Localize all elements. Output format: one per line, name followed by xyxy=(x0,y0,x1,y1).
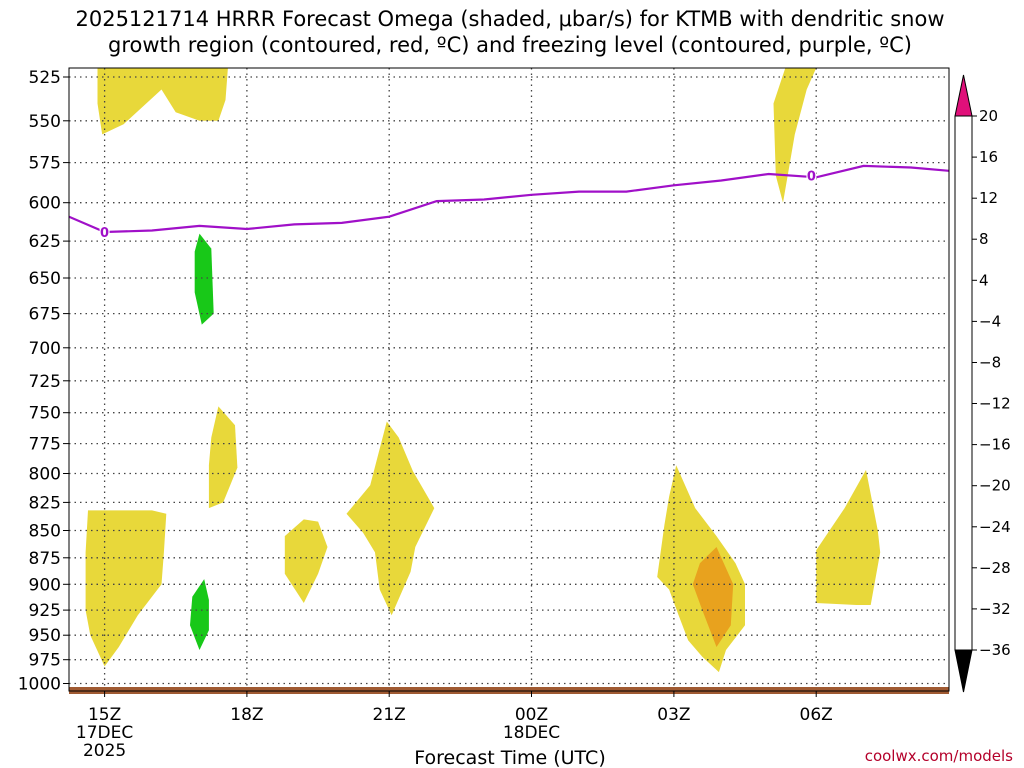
colorbar: 20 16 12 8 4 −4 −8 −12 −16 −20 −24 −28 −32 −36 xyxy=(954,74,1011,693)
omega-region-1 xyxy=(97,68,228,135)
x-tick-label-03Z: 03Z xyxy=(657,705,690,725)
omega-region-5 xyxy=(284,519,328,603)
y-tick-label-700: 700 xyxy=(29,339,61,359)
y-tick-label-825: 825 xyxy=(29,493,61,513)
colorbar-label-2: 16 xyxy=(979,148,998,166)
colorbar-label-5: 4 xyxy=(979,271,989,289)
chart-title-line-2: growth region (contoured, red, ºC) and f… xyxy=(108,33,912,57)
colorbar-label-4: 8 xyxy=(979,230,989,248)
y-tick-label-750: 750 xyxy=(29,404,61,424)
y-tick-label-800: 800 xyxy=(29,465,61,485)
freezing-label-2: 0 xyxy=(807,170,816,185)
y-tick-label-650: 650 xyxy=(29,269,61,289)
gridlines xyxy=(69,68,949,691)
credit-text: coolwx.com/models xyxy=(865,747,1013,765)
freezing-level-line xyxy=(69,164,949,234)
x-tick-label-06Z: 06Z xyxy=(800,705,833,725)
colorbar-label-6: −4 xyxy=(979,312,1001,330)
y-tick-label-775: 775 xyxy=(29,435,61,455)
colorbar-label-9: −16 xyxy=(979,436,1011,454)
omega-region-10 xyxy=(194,233,214,325)
y-tick-label-850: 850 xyxy=(29,522,61,542)
freezing-label-bg-2 xyxy=(806,168,817,183)
x-axis-label: Forecast Time (UTC) xyxy=(414,747,605,768)
x-tick-sublabel-00Z-1: 18DEC xyxy=(503,723,560,743)
y-tick-label-625: 625 xyxy=(29,232,61,252)
y-axis: 525 550 575 600 625 650 675 700 725 750 775 800 825 8… xyxy=(18,68,69,695)
colorbar-label-12: −28 xyxy=(979,559,1011,577)
freezing-label-1: 0 xyxy=(100,226,109,241)
y-tick-label-925: 925 xyxy=(29,601,61,621)
omega-region-8 xyxy=(816,469,881,605)
colorbar-label-10: −20 xyxy=(979,477,1011,495)
omega-region-9 xyxy=(692,547,734,647)
y-tick-label-950: 950 xyxy=(29,626,61,646)
y-tick-label-575: 575 xyxy=(29,154,61,174)
colorbar-label-11: −24 xyxy=(979,518,1011,536)
y-tick-label-600: 600 xyxy=(29,194,61,214)
x-tick-label-15Z: 15Z xyxy=(88,705,121,725)
x-tick-sublabel-15Z-1: 17DEC xyxy=(76,723,133,743)
x-tick-sublabel-15Z-2: 2025 xyxy=(83,741,126,761)
y-tick-label-550: 550 xyxy=(29,112,61,132)
colorbar-label-7: −8 xyxy=(979,354,1001,372)
colorbar-bottom-arrow xyxy=(954,649,973,693)
colorbar-label-1: 20 xyxy=(979,107,998,125)
plot-frame xyxy=(68,67,950,692)
colorbar-label-3: 12 xyxy=(979,189,998,207)
colorbar-label-14: −36 xyxy=(979,641,1011,659)
omega-region-6 xyxy=(346,421,435,616)
omega-region-4 xyxy=(85,510,167,667)
x-tick-label-18Z: 18Z xyxy=(230,705,263,725)
y-tick-label-875: 875 xyxy=(29,549,61,569)
chart-title-line-1: 2025121714 HRRR Forecast Omega (shaded, … xyxy=(75,7,944,31)
freezing-level-contour: 00 xyxy=(69,164,949,241)
y-tick-label-675: 675 xyxy=(29,305,61,325)
colorbar-top-arrow xyxy=(954,74,973,117)
omega-region-2 xyxy=(773,68,817,203)
colorbar-label-13: −32 xyxy=(979,600,1011,618)
omega-shaded-regions xyxy=(85,68,881,673)
omega-region-11 xyxy=(190,579,209,650)
y-tick-label-1000: 1000 xyxy=(18,675,61,695)
colorbar-frame xyxy=(954,115,973,651)
freezing-label-bg-1 xyxy=(99,225,110,240)
y-tick-label-975: 975 xyxy=(29,651,61,671)
y-tick-label-725: 725 xyxy=(29,372,61,392)
omega-region-3 xyxy=(208,406,238,509)
x-tick-label-00Z: 00Z xyxy=(515,705,548,725)
y-tick-label-525: 525 xyxy=(29,68,61,88)
colorbar-label-8: −12 xyxy=(979,395,1011,413)
x-tick-label-21Z: 21Z xyxy=(373,705,406,725)
y-tick-label-900: 900 xyxy=(29,575,61,595)
